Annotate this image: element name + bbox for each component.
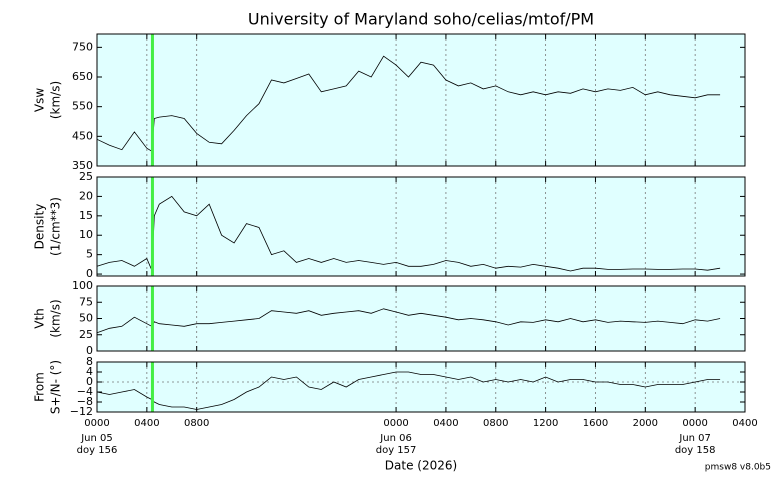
y-axis-label: Vsw — [33, 88, 47, 112]
y-tick-label: 8 — [86, 355, 93, 368]
y-tick-label: −8 — [77, 395, 93, 408]
doy-label: doy 156 — [77, 445, 118, 456]
y-tick-label: 5 — [86, 248, 93, 261]
x-tick-label: 0800 — [483, 418, 508, 429]
y-axis-label: (1/cm**3) — [49, 197, 63, 256]
data-line — [96, 195, 721, 272]
y-axis-label: From — [33, 372, 47, 402]
y-tick-label: 4 — [86, 365, 93, 378]
y-tick-label: 450 — [72, 129, 93, 142]
y-tick-label: 550 — [72, 100, 93, 113]
data-line — [96, 371, 721, 410]
x-tick-label: 0000 — [84, 418, 109, 429]
x-tick-label: 0400 — [433, 418, 458, 429]
date-label: Jun 07 — [678, 433, 711, 444]
y-axis-label: (km/s) — [49, 81, 63, 119]
data-line — [96, 55, 721, 152]
y-tick-label: 0 — [86, 344, 93, 357]
y-tick-label: 0 — [86, 267, 93, 280]
x-tick-label: 0800 — [184, 418, 209, 429]
date-label: Jun 05 — [80, 433, 113, 444]
x-tick-label: 0400 — [732, 418, 757, 429]
plot-frame — [96, 176, 746, 277]
y-axis-label: Density — [33, 204, 47, 250]
x-tick-label: 1200 — [533, 418, 558, 429]
doy-label: doy 157 — [376, 445, 417, 456]
y-tick-label: 350 — [72, 159, 93, 172]
y-axis-label: (km/s) — [49, 299, 63, 337]
y-tick-label: 0 — [86, 375, 93, 388]
plot-frame — [96, 33, 746, 167]
footer: pmsw8 v8.0b5 — [705, 463, 771, 473]
x-tick-label: 0400 — [134, 418, 159, 429]
x-tick-label: 0000 — [383, 418, 408, 429]
date-label: Jun 06 — [379, 433, 412, 444]
y-tick-label: 50 — [79, 312, 93, 325]
y-tick-label: 750 — [72, 40, 93, 53]
x-tick-label: 1600 — [583, 418, 608, 429]
plot-area — [97, 34, 745, 166]
y-axis-label: Vth — [33, 308, 47, 329]
chart-title: University of Maryland soho/celias/mtof/… — [248, 10, 594, 29]
y-axis-label: S+/N- (°) — [49, 360, 63, 414]
x-tick-label: 0000 — [682, 418, 707, 429]
y-tick-label: 100 — [72, 279, 93, 292]
y-tick-label: −12 — [70, 405, 93, 418]
plot-area — [97, 177, 745, 276]
plot-area — [97, 286, 745, 351]
x-axis-label: Date (2026) — [385, 459, 457, 473]
plot-frame — [96, 285, 746, 352]
y-tick-label: 75 — [79, 295, 93, 308]
y-tick-label: 10 — [79, 228, 93, 241]
doy-label: doy 158 — [675, 445, 716, 456]
y-tick-label: 650 — [72, 70, 93, 83]
y-tick-label: 15 — [79, 209, 93, 222]
y-tick-label: −4 — [77, 385, 93, 398]
plot-area — [97, 362, 745, 412]
y-tick-label: 25 — [79, 170, 93, 183]
y-tick-label: 20 — [79, 189, 93, 202]
data-line — [96, 308, 721, 334]
y-tick-label: 25 — [79, 328, 93, 341]
x-tick-label: 2000 — [633, 418, 658, 429]
plot-frame — [96, 361, 746, 413]
